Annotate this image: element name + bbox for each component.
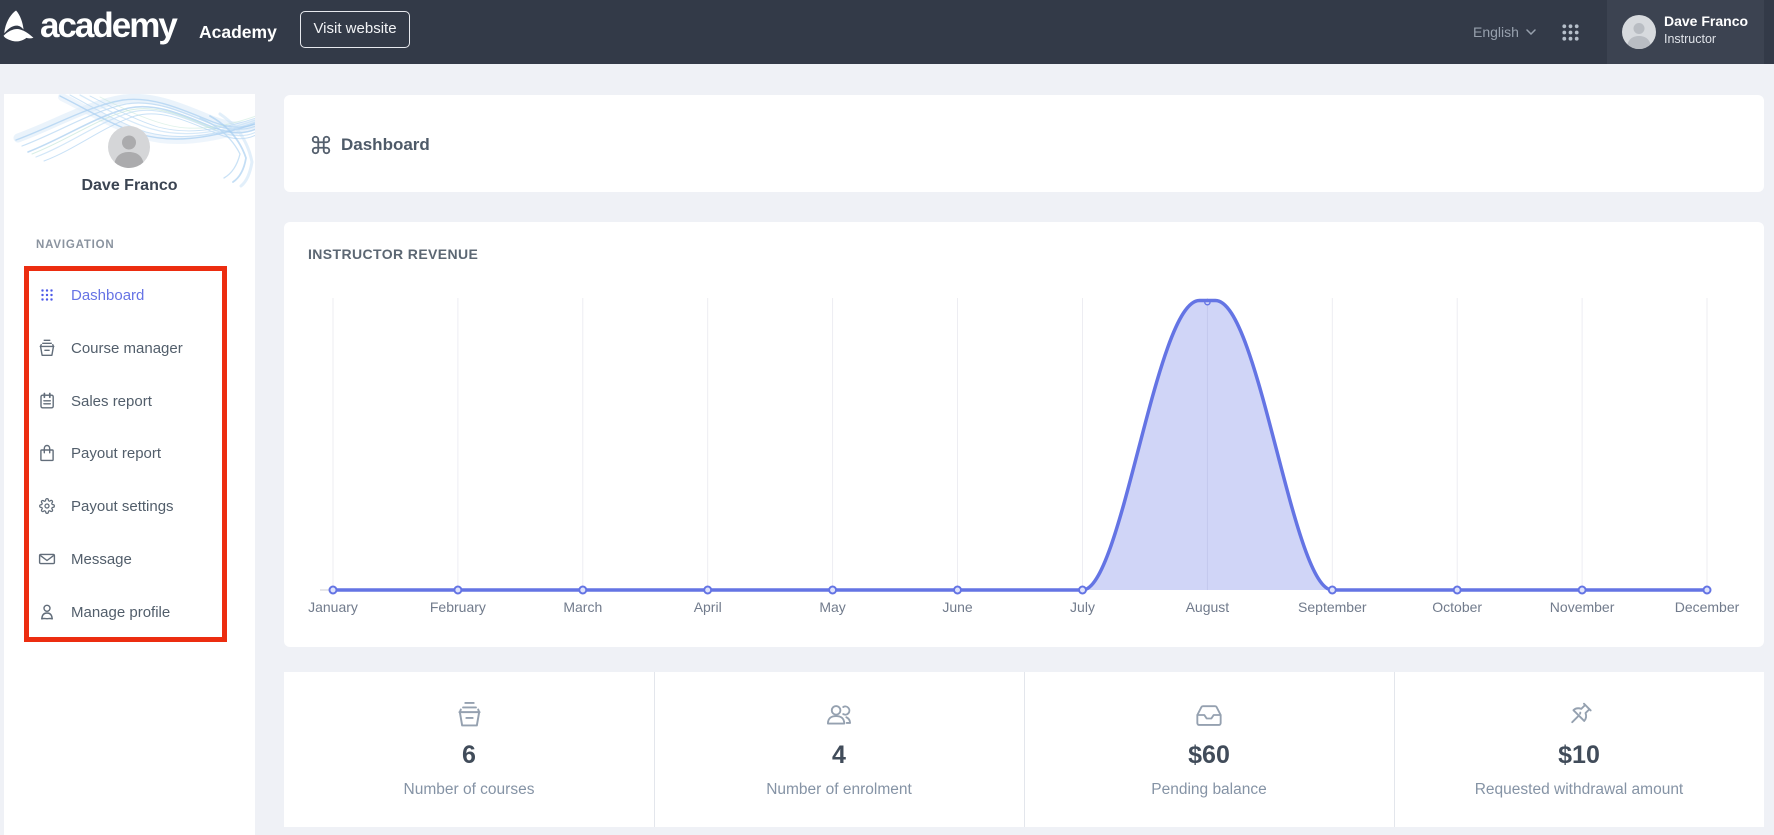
svg-text:June: June <box>942 599 973 615</box>
svg-text:May: May <box>819 599 845 615</box>
svg-text:February: February <box>430 599 486 615</box>
svg-text:September: September <box>1298 599 1367 615</box>
svg-text:November: November <box>1550 599 1615 615</box>
svg-text:August: August <box>1186 599 1230 615</box>
svg-text:December: December <box>1675 599 1740 615</box>
svg-text:July: July <box>1070 599 1095 615</box>
svg-text:March: March <box>563 599 602 615</box>
svg-text:January: January <box>308 599 358 615</box>
svg-text:October: October <box>1432 599 1482 615</box>
svg-text:April: April <box>694 599 722 615</box>
